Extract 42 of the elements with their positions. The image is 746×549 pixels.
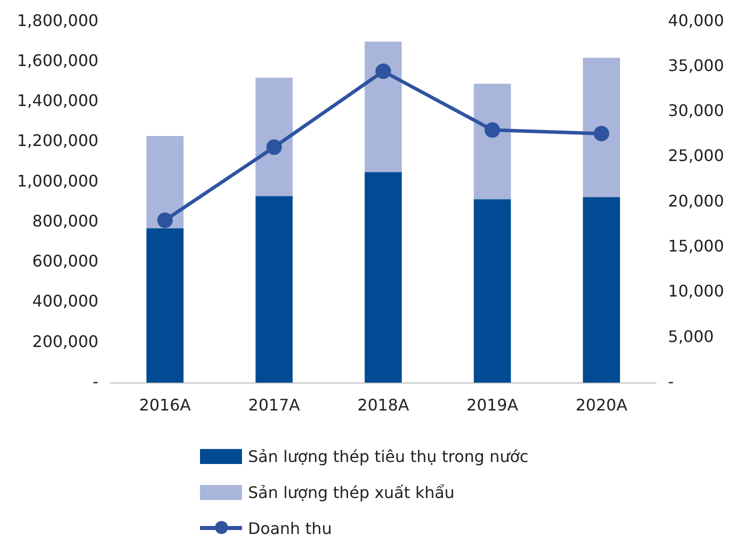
bar: [256, 196, 293, 383]
y-tick-label: 400,000: [32, 292, 98, 311]
bar: [364, 172, 402, 383]
x-tick-label: 2019A: [466, 396, 518, 415]
y2-tick-label: 40,000: [668, 10, 724, 30]
point: [594, 126, 610, 142]
bar: [256, 78, 293, 196]
y2-tick-label: 5,000: [668, 326, 714, 346]
bar: [146, 228, 184, 383]
bar: [582, 197, 620, 383]
y-tick-label: 1,200,000: [16, 131, 98, 150]
bar: [146, 136, 184, 228]
legend-label: Sản lượng thép tiêu thụ trong nước: [248, 446, 528, 466]
x-tick-label: 2017A: [248, 396, 300, 415]
bar: [582, 58, 620, 198]
y-tick-label: 800,000: [32, 211, 98, 230]
y-tick-label: 600,000: [32, 252, 98, 271]
point: [157, 212, 173, 228]
y2-tick-label: 30,000: [668, 101, 724, 120]
x-tick-label: 2020A: [576, 396, 628, 415]
point: [266, 139, 282, 155]
y-tick-label: 1,000,000: [16, 171, 98, 190]
y2-tick-label: 25,000: [668, 146, 724, 166]
y2-tick-label: 15,000: [668, 236, 724, 256]
y2-tick-label: 35,000: [668, 56, 724, 75]
y-tick-label: -: [92, 372, 98, 391]
x-tick-label: 2016A: [139, 396, 191, 415]
y-tick-label: 1,400,000: [16, 91, 98, 110]
bar: [474, 199, 511, 383]
bar: [474, 84, 511, 200]
y-tick-label: 1,600,000: [16, 50, 98, 70]
point: [375, 64, 391, 80]
bar: [364, 42, 402, 172]
y2-tick-label: 20,000: [668, 191, 724, 210]
y-tick-label: 1,800,000: [16, 10, 98, 30]
x-tick-label: 2018A: [357, 396, 410, 415]
legend-label: Doanh thu: [248, 518, 332, 538]
y-tick-label: 200,000: [32, 332, 98, 351]
y2-tick-label: 10,000: [668, 282, 724, 301]
legend-label: Sản lượng thép xuất khẩu: [248, 482, 455, 502]
point: [484, 122, 500, 138]
y2-tick-label: -: [668, 372, 674, 391]
